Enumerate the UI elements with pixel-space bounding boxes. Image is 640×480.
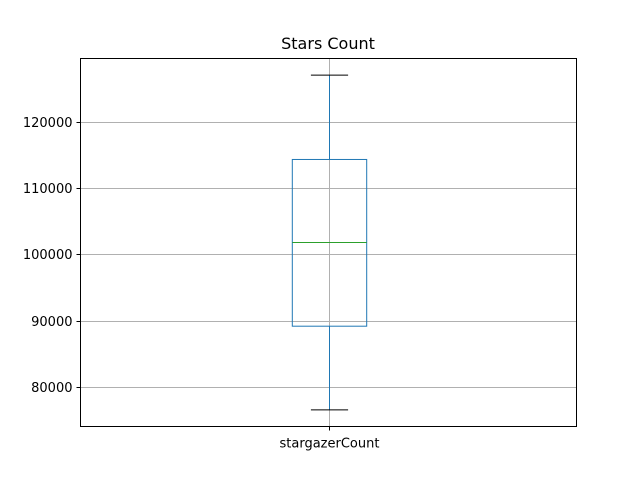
y-tick-label: 90000 [31,315,72,330]
x-tick-label: stargazerCount [280,437,380,452]
y-tick-label: 80000 [31,381,72,396]
box-layer [291,74,368,411]
chart-title: Stars Count [281,34,375,53]
y-tick-label: 120000 [23,116,73,131]
y-tick-label: 110000 [23,182,73,197]
y-tick-label: 100000 [23,248,73,263]
axis-layer: 80000 90000 100000 110000 120000 stargazerCou… [23,116,380,452]
plot-frame [80,58,577,427]
